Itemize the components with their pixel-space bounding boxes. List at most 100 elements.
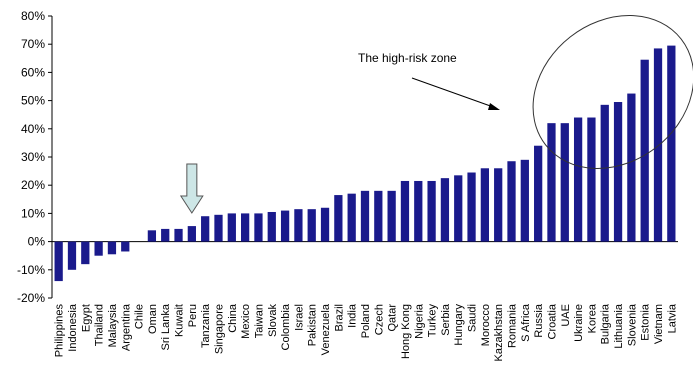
bar [94, 241, 103, 256]
bar [67, 241, 77, 270]
x-tick-label: Qatar [387, 304, 399, 332]
bar [547, 123, 556, 242]
x-tick-label: Estonia [640, 303, 652, 341]
bar [307, 209, 316, 242]
y-tick-label: 40% [21, 122, 45, 136]
x-tick-label: Tanzania [200, 303, 212, 348]
bar [560, 123, 569, 242]
zone-arrow-line [411, 77, 497, 109]
x-tick-label: Kazakhstan [493, 304, 505, 361]
bar [640, 59, 649, 242]
y-tick-label: -20% [17, 291, 45, 305]
bar [480, 168, 489, 242]
x-tick-label: Vietnam [653, 304, 665, 344]
bar [334, 195, 343, 242]
bar [507, 161, 516, 242]
bar [107, 241, 117, 255]
bar [494, 168, 503, 242]
y-tick-label: 0% [28, 235, 46, 249]
y-tick-label: -10% [17, 263, 45, 277]
x-tick-label: Venezuela [320, 303, 332, 355]
y-tick-label: 20% [21, 178, 45, 192]
bar [427, 180, 436, 242]
high-risk-zone-ellipse [532, 15, 693, 169]
x-tick-label: Croatia [546, 303, 558, 339]
bar [161, 228, 170, 242]
x-tick-label: S Africa [520, 303, 532, 342]
x-tick-label: Israel [293, 304, 305, 331]
x-tick-label: Malaysia [107, 303, 119, 347]
x-tick-label: Latvia [666, 303, 678, 333]
y-tick-label: 80% [21, 9, 45, 23]
bar [613, 102, 623, 242]
bar [187, 226, 196, 242]
highlight-down-arrow [179, 163, 204, 214]
x-tick-label: Sri Lanka [160, 303, 172, 350]
x-tick-label: Singapore [213, 304, 225, 354]
x-tick-label: Egypt [80, 304, 92, 332]
x-tick-label: Saudi [467, 304, 479, 332]
x-tick-label: Morocco [480, 304, 492, 346]
x-tick-label: Kuwait [174, 304, 186, 337]
x-tick-label: Oman [147, 304, 159, 334]
bar [374, 190, 383, 242]
x-tick-label: Serbia [440, 303, 452, 336]
bar [454, 175, 463, 242]
x-tick-label: Turkey [427, 304, 439, 338]
bar [174, 228, 183, 242]
bar [534, 145, 543, 242]
bar [267, 211, 276, 242]
x-tick-label: Mexico [240, 304, 252, 339]
y-tick-label: 50% [21, 94, 45, 108]
x-tick-label: Bulgaria [600, 303, 612, 344]
bar [387, 190, 396, 242]
x-tick-label: Pakistan [307, 304, 319, 346]
bar [360, 190, 370, 242]
bar [347, 193, 356, 242]
x-tick-label: Ukraine [573, 304, 585, 342]
x-tick-label: Russia [533, 303, 545, 338]
x-tick-label: Czech [373, 304, 385, 335]
x-tick-label: Brazil [333, 304, 345, 332]
x-tick-label: Philippines [54, 304, 66, 358]
y-tick-label: 70% [21, 37, 45, 51]
x-tick-label: Slovak [267, 304, 279, 338]
high-risk-zone-label: The high-risk zone [358, 51, 457, 65]
x-tick-label: India [347, 303, 359, 328]
x-tick-label: Argentina [120, 303, 132, 351]
bar [320, 207, 330, 242]
y-tick-label: 60% [21, 65, 45, 79]
bar [467, 172, 476, 242]
bar [600, 104, 609, 242]
bar [214, 214, 223, 242]
bar [573, 117, 583, 242]
x-tick-label: Slovenia [626, 303, 638, 346]
bar [520, 159, 529, 242]
x-tick-label: Chile [134, 304, 146, 329]
x-tick-label: Lithuania [613, 303, 625, 349]
x-tick-label: Hong Kong [400, 304, 412, 359]
bar [294, 209, 303, 242]
bar [147, 230, 157, 242]
bar [254, 213, 263, 242]
x-tick-label: Nigeria [413, 303, 425, 339]
x-tick-label: Romania [507, 303, 519, 348]
bar [587, 117, 596, 242]
y-tick-label: 10% [21, 206, 45, 220]
bar [54, 241, 63, 282]
y-tick-label: 30% [21, 150, 45, 164]
x-tick-label: China [227, 303, 239, 333]
bar [667, 45, 676, 242]
x-tick-label: Hungary [453, 304, 465, 346]
bar [280, 210, 290, 242]
bar [627, 93, 636, 242]
bar [400, 180, 410, 242]
x-tick-label: Thailand [94, 304, 106, 346]
x-tick-label: Colombia [280, 303, 292, 350]
x-tick-label: Indonesia [67, 303, 79, 352]
bar [414, 180, 423, 242]
bar [653, 48, 663, 242]
bar [121, 241, 130, 252]
